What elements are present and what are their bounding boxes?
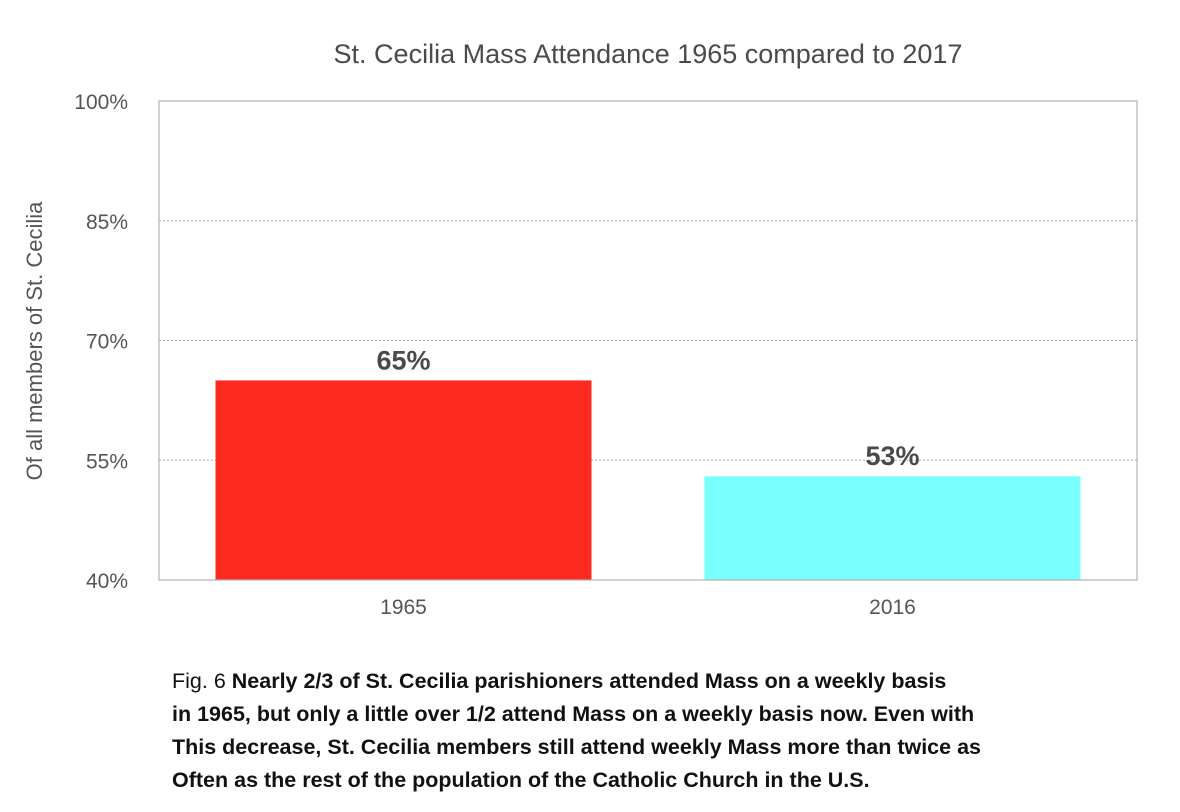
plot-frame xyxy=(158,100,1138,581)
caption-line-1: Nearly 2/3 of St. Cecilia parishioners a… xyxy=(231,669,947,693)
y-axis-label: Of all members of St. Cecilia xyxy=(22,201,47,481)
bar-1965 xyxy=(215,380,592,580)
caption-line-2: in 1965, but only a little over 1/2 atte… xyxy=(172,702,975,726)
y-tick-label: 55% xyxy=(86,450,128,473)
caption-fig-label: Fig. 6 xyxy=(172,669,226,693)
y-tick-label: 70% xyxy=(86,331,128,354)
grid-lines xyxy=(159,220,1137,461)
x-axis-ticks: 1965 2016 xyxy=(380,596,916,619)
chart-title: St. Cecilia Mass Attendance 1965 compare… xyxy=(334,39,963,69)
bars xyxy=(215,380,1081,580)
caption-line-4: Often as the rest of the population of t… xyxy=(172,768,870,792)
data-labels: 65% 53% xyxy=(376,345,919,471)
y-tick-label: 85% xyxy=(86,211,128,234)
y-tick-label: 40% xyxy=(86,570,128,593)
figure-caption: Fig. 6 Nearly 2/3 of St. Cecilia parishi… xyxy=(172,665,1162,797)
bar-chart: St. Cecilia Mass Attendance 1965 compare… xyxy=(22,39,1138,619)
y-axis-ticks: 40% 55% 70% 85% 100% xyxy=(74,91,128,593)
bar-2016 xyxy=(704,476,1081,580)
x-tick-label: 1965 xyxy=(380,596,427,619)
data-label: 53% xyxy=(865,441,919,471)
y-tick-label: 100% xyxy=(74,91,128,114)
caption-line-3: This decrease, St. Cecilia members still… xyxy=(172,735,981,759)
x-tick-label: 2016 xyxy=(869,596,916,619)
data-label: 65% xyxy=(376,345,430,375)
